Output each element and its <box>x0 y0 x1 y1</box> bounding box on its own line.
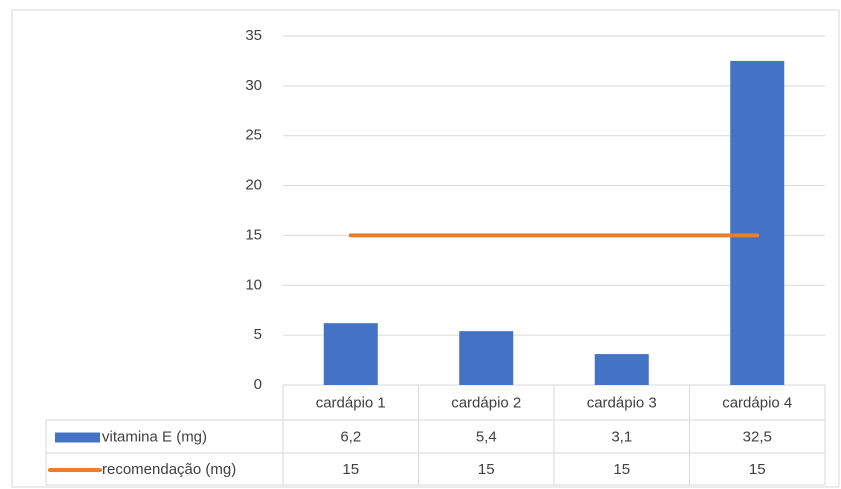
table-value: 15 <box>478 461 495 478</box>
y-tick-label: 20 <box>245 177 262 194</box>
legend-swatch <box>55 432 100 443</box>
table-value: 32,5 <box>743 428 772 445</box>
bar <box>459 331 514 385</box>
x-tick-label: cardápio 3 <box>587 394 657 411</box>
y-tick-label: 25 <box>245 127 262 144</box>
table-value: 3,1 <box>611 428 632 445</box>
y-tick-label: 5 <box>254 326 262 343</box>
y-tick-label: 30 <box>245 77 262 94</box>
bar <box>730 60 785 386</box>
y-tick-label: 10 <box>245 276 262 293</box>
table-value: 15 <box>342 461 359 478</box>
y-tick-label: 0 <box>254 376 262 393</box>
y-tick-label: 35 <box>245 27 262 44</box>
legend-label: vitamina E (mg) <box>102 428 207 445</box>
x-tick-label: cardápio 2 <box>451 394 521 411</box>
table-value: 15 <box>613 461 630 478</box>
bar <box>323 323 378 385</box>
table-value: 6,2 <box>340 428 361 445</box>
bar <box>594 354 649 385</box>
y-tick-label: 15 <box>245 226 262 243</box>
table-value: 5,4 <box>476 428 497 445</box>
chart-border <box>11 9 840 488</box>
x-tick-label: cardápio 1 <box>316 394 386 411</box>
table-value: 15 <box>749 461 766 478</box>
x-tick-label: cardápio 4 <box>722 394 792 411</box>
legend-label: recomendação (mg) <box>102 461 236 478</box>
